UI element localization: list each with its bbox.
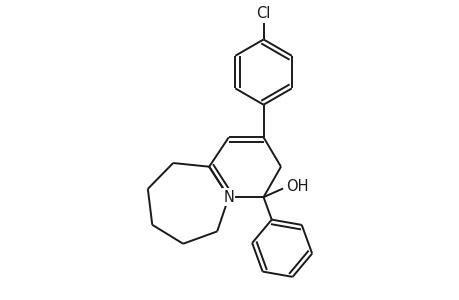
Text: OH: OH bbox=[286, 179, 308, 194]
Text: N: N bbox=[223, 190, 234, 205]
Text: Cl: Cl bbox=[256, 6, 270, 21]
